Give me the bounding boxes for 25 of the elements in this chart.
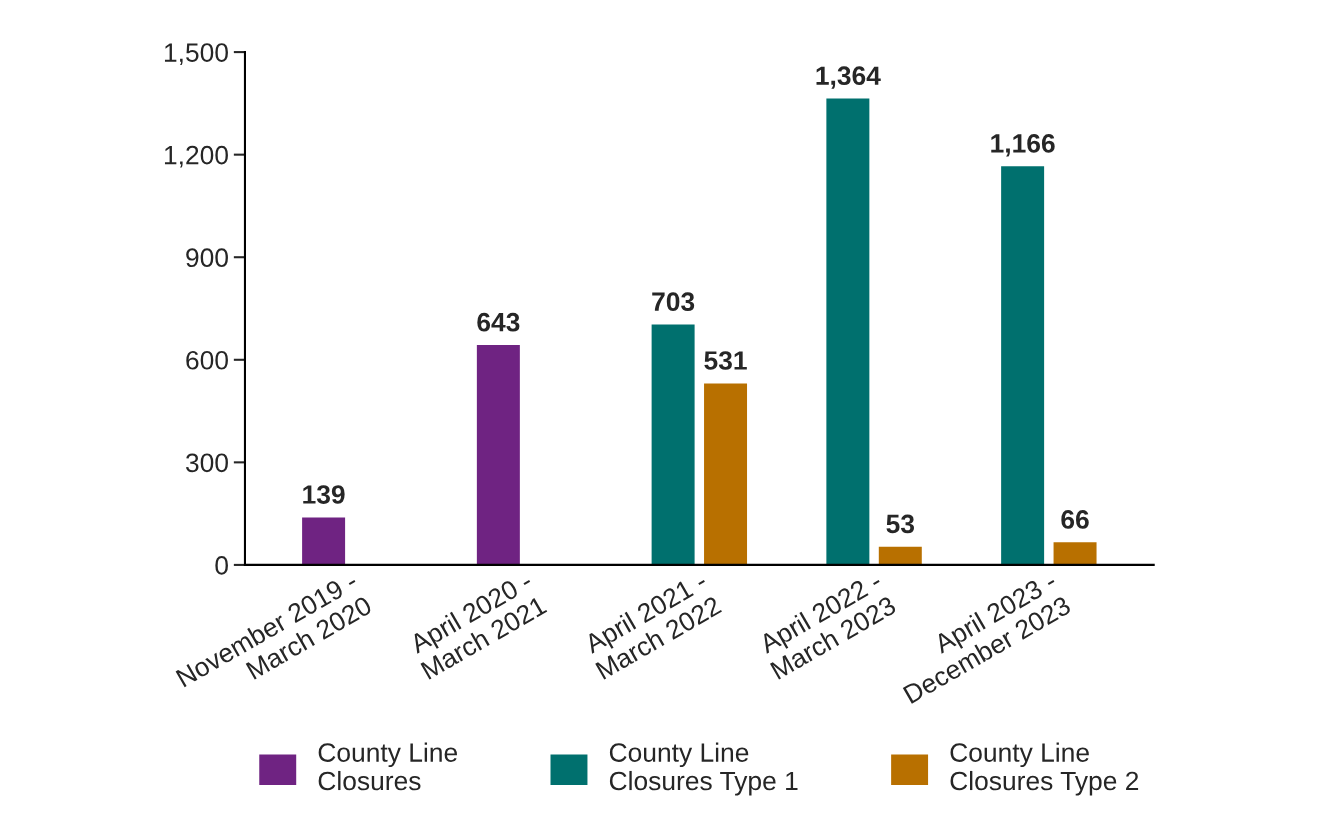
data-label: 1,166 [991,134,1055,157]
bar [476,345,520,565]
y-tick-label: 1,200 [164,145,228,168]
bar [1053,542,1097,565]
data-label: 139 [303,485,345,504]
data-label: 66 [1061,510,1089,529]
legend-label: County Line Closures Type 2 [950,742,1139,796]
y-tick-label: 300 [185,453,228,473]
y-tick-label: 600 [186,350,228,370]
legend-label: County Line Closures [318,742,457,791]
bar [704,383,748,565]
bar [826,98,870,565]
data-label: 53 [886,514,915,534]
bar [1001,166,1045,565]
bar [651,324,695,565]
y-tick-label: 1,500 [164,43,228,66]
y-tick-label: 0 [215,556,228,575]
data-label: 703 [652,292,695,312]
bar [878,546,922,565]
legend-label: County Line Closures Type 1 [609,742,798,796]
data-label: 531 [704,351,747,370]
data-label: 1,364 [816,66,881,89]
data-label: 643 [477,312,520,332]
bar [302,517,346,565]
y-tick-label: 900 [186,248,228,268]
